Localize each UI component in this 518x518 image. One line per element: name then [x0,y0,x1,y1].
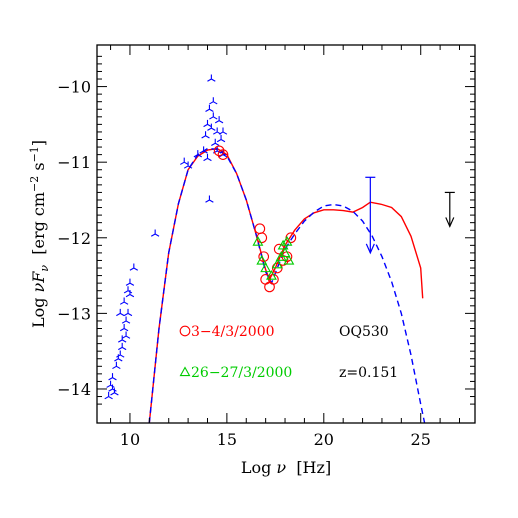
upper-limit-arrowhead [445,217,455,228]
data-point-archival [199,146,208,154]
data-point-archival [211,138,220,147]
annotation-text: 3−4/3/2000 [191,324,275,340]
y-tick-label: −10 [57,78,91,97]
data-point-archival [205,104,214,112]
x-tick-label: 20 [314,430,334,449]
data-point-triangle [266,269,277,280]
y-axis-label: Log νFν [erg cm−2 s−1] [28,140,51,328]
y-tick-label: −12 [57,229,91,248]
data-point-archival [183,161,193,169]
plot-area [104,74,455,423]
data-point-archival [119,324,129,332]
data-point-archival [116,308,125,317]
data-point-circle [254,223,266,235]
annotation-text: z=0.151 [339,365,398,381]
data-point-archival [203,153,212,162]
data-point-triangle [256,254,268,265]
x-axis-label: Log ν [Hz] [241,458,331,477]
x-tick-label: 10 [120,430,140,449]
upper-limit-arrowhead [365,243,375,255]
data-point-archival [209,97,218,105]
plot-frame [96,44,476,424]
data-point-circle [213,145,225,157]
data-point-archival [104,392,113,400]
data-point-triangle [252,235,264,246]
data-point-archival [129,263,139,271]
data-point-archival [123,286,133,294]
data-point-triangle [179,366,191,377]
y-tick-label: −13 [57,304,91,323]
data-point-archival [125,289,135,298]
data-point-archival [193,150,202,158]
data-point-archival [125,278,135,286]
data-point-archival [207,74,216,82]
data-point-triangle [279,247,291,258]
data-point-archival [214,116,224,124]
data-point-archival [112,361,121,370]
data-point-archival [180,157,189,165]
data-point-archival [150,229,160,237]
data-point-archival [218,127,228,135]
data-point-archival [118,342,127,351]
data-point-archival [209,112,218,120]
data-point-triangle [283,254,295,265]
data-point-triangle [260,262,272,273]
data-point-archival [116,350,125,358]
data-point-archival [106,380,115,388]
x-tick-label: 25 [411,430,431,449]
data-point-circle [258,251,270,263]
data-point-archival [121,331,131,339]
data-point-archival [118,335,127,343]
data-point-archival [207,123,216,131]
data-point-archival [203,119,212,128]
data-point-archival [201,131,210,139]
legend-annotations: 3−4/3/2000 26−27/3/2000 OQ530 z=0.151 [179,324,398,381]
axis-ticks: 10 15 20 25 −10 −11 −12 −13 −14 [57,45,475,449]
annotation-text: 26−27/3/2000 [191,365,292,381]
data-point-archival [205,195,214,203]
model-curve-solid [148,147,424,423]
data-point-triangle [271,258,283,269]
data-point-archival [123,308,133,317]
data-point-archival [119,297,129,305]
data-point-archival [121,316,131,324]
model-curve-dashed [148,147,426,423]
data-point-circle [264,281,275,293]
annotation-text: OQ530 [339,324,389,340]
data-point-archival [216,135,226,143]
data-point-archival [110,388,119,396]
data-point-circle [179,325,191,337]
data-point-triangle [281,235,293,246]
x-tick-label: 15 [217,430,237,449]
data-point-archival [108,373,117,381]
y-tick-label: −14 [57,380,91,399]
y-tick-label: −11 [57,153,91,172]
data-point-circle [217,149,229,160]
